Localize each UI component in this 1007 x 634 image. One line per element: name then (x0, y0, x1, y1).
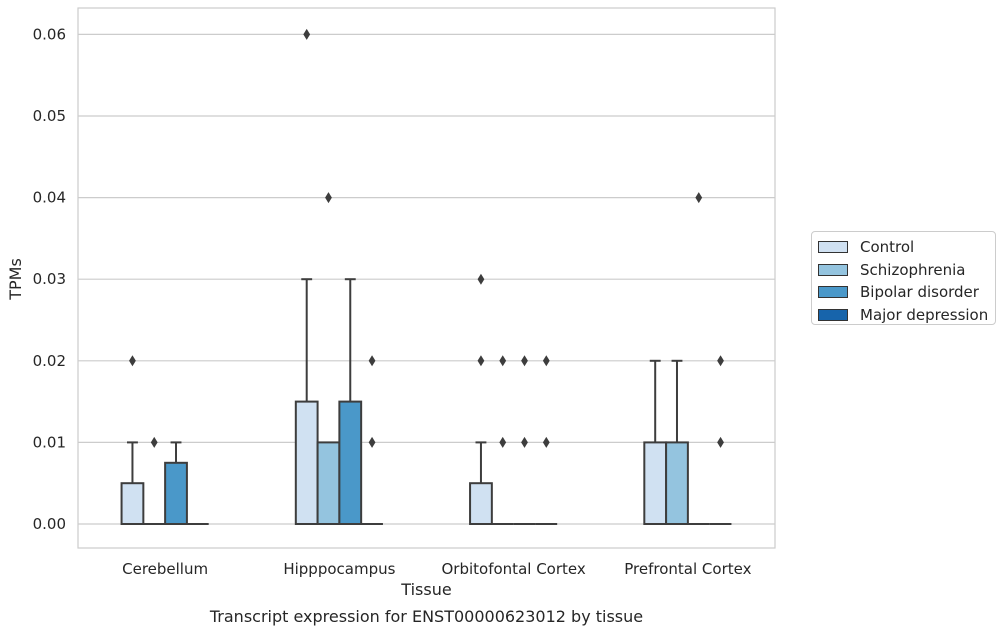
outlier-point (477, 273, 485, 285)
outlier-point (477, 355, 485, 367)
box-control (120, 355, 145, 526)
legend-swatch-schizophrenia (818, 263, 848, 276)
box-body (316, 441, 341, 525)
box-major-depression (361, 355, 383, 525)
x-tick-label: Orbitofontal Cortex (442, 560, 586, 578)
box-body (469, 482, 493, 526)
legend-swatch-control (818, 241, 848, 254)
outlier-point (303, 28, 311, 40)
y-tick-label: 0.01 (33, 433, 66, 451)
y-tick-label: 0.02 (33, 352, 66, 370)
legend: Control Schizophrenia Bipolar disorder M… (811, 231, 996, 325)
box-schizophrenia (491, 355, 514, 525)
box-control (294, 28, 319, 526)
y-tick-label: 0.03 (33, 270, 66, 288)
outlier-point (499, 436, 507, 448)
outlier-point (368, 355, 376, 367)
box-body (665, 441, 689, 525)
outlier-point (695, 192, 703, 204)
box-bipolar-disorder (338, 278, 363, 526)
box-major-depression (709, 355, 732, 525)
outlier-point (521, 436, 528, 448)
box-schizophrenia (143, 436, 166, 525)
legend-label-major-depression: Major depression (860, 305, 989, 324)
outlier-point (542, 355, 550, 367)
boxes (120, 28, 732, 526)
legend-item-schizophrenia: Schizophrenia (818, 259, 995, 282)
x-tick-label: Hipppocampus (283, 560, 395, 578)
x-tick-label: Cerebellum (122, 560, 208, 578)
box-body (338, 400, 363, 526)
legend-swatch-bipolar-disorder (818, 286, 848, 299)
box-schizophrenia (665, 359, 689, 525)
box-control (643, 359, 668, 525)
x-tick-label: Prefrontal Cortex (624, 560, 751, 578)
chart-title: Transcript expression for ENST0000062301… (209, 607, 643, 626)
outlier-point (150, 436, 158, 448)
box-major-depression (535, 355, 558, 525)
box-bipolar-disorder (513, 355, 536, 525)
outlier-point (717, 355, 724, 367)
y-tick-label: 0.06 (33, 25, 66, 43)
outlier-point (717, 436, 724, 448)
legend-item-bipolar-disorder: Bipolar disorder (818, 281, 995, 304)
legend-item-major-depression: Major depression (818, 304, 995, 327)
plot-frame (77, 7, 776, 549)
outlier-point (129, 355, 136, 367)
box-body (643, 441, 668, 525)
outlier-point (325, 192, 332, 204)
legend-label-control: Control (860, 238, 915, 257)
y-axis-label: TPMs (6, 258, 25, 301)
legend-swatch-major-depression (818, 308, 848, 321)
y-tick-label: 0.05 (33, 107, 66, 125)
box-body (164, 461, 188, 525)
outlier-point (368, 436, 376, 448)
box-body (120, 482, 145, 526)
box-control (469, 273, 493, 526)
x-axis-ticks: Cerebellum Hipppocampus Orbitofontal Corte… (122, 560, 751, 578)
outlier-point (499, 355, 507, 367)
y-tick-label: 0.00 (33, 515, 66, 533)
box-bipolar-disorder (164, 441, 188, 525)
legend-item-control: Control (818, 236, 995, 259)
box-bipolar-disorder (687, 192, 710, 525)
y-tick-label: 0.04 (33, 189, 66, 207)
x-axis-label: Tissue (400, 580, 451, 599)
box-body (294, 400, 319, 526)
legend-label-schizophrenia: Schizophrenia (860, 260, 966, 279)
gridlines (78, 33, 775, 525)
outlier-point (521, 355, 528, 367)
legend-label-bipolar-disorder: Bipolar disorder (860, 283, 979, 302)
y-axis-ticks: 0.00 0.01 0.02 0.03 0.04 0.05 0.06 (33, 25, 66, 533)
outlier-point (542, 436, 550, 448)
box-schizophrenia (316, 192, 341, 525)
